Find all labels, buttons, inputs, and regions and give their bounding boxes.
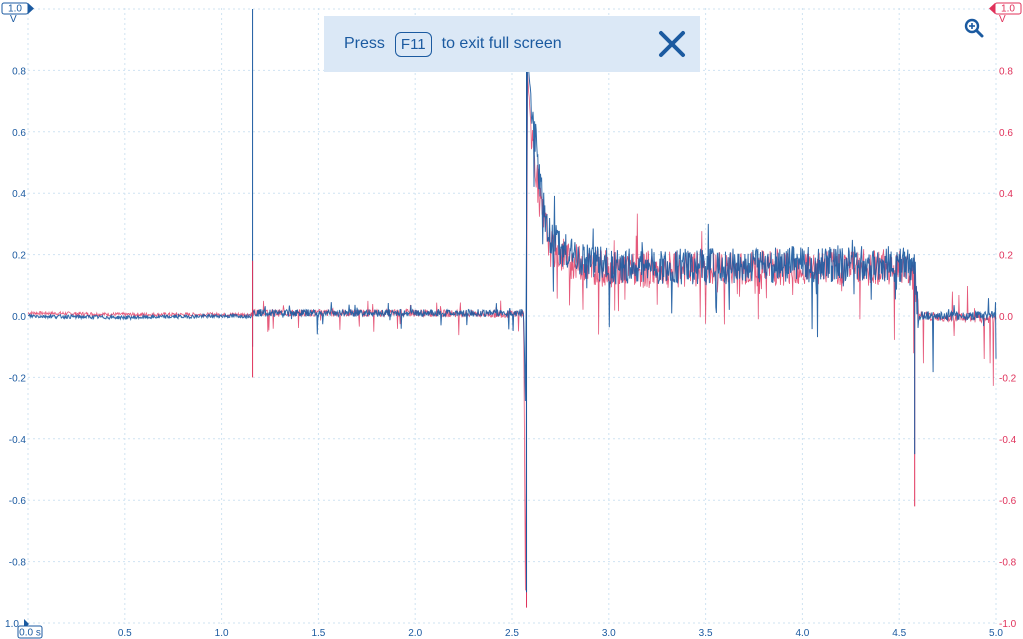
left-axis-tick-label: 0.6 — [12, 128, 26, 139]
right-axis-tick-label: 0.6 — [999, 128, 1013, 139]
x-axis-tick-label: 0.5 — [118, 628, 132, 639]
trace-path — [27, 73, 997, 591]
zoom-in-icon[interactable] — [964, 18, 984, 38]
right-axis-badge-label: 1.0 — [1001, 4, 1015, 15]
close-icon[interactable] — [656, 28, 688, 60]
x-axis-tick-label: 4.0 — [795, 628, 809, 639]
trace-layer — [27, 9, 997, 608]
x-axis-tick-label: 4.5 — [892, 628, 906, 639]
f11-key-label: F11 — [394, 31, 432, 57]
x-axis-tick-label: 3.0 — [602, 628, 616, 639]
right-axis-unit: V — [999, 14, 1006, 25]
left-axis-tick-label: -0.6 — [9, 496, 27, 507]
right-axis-tick-label: -0.4 — [999, 435, 1017, 446]
left-axis-tick-label: 0.8 — [12, 66, 26, 77]
left-axis-tick-label: -0.8 — [9, 558, 27, 569]
banner-press-text: Press — [344, 35, 385, 52]
right-axis-tick-label: 0.8 — [999, 66, 1013, 77]
left-axis-tick-label: 0.0 — [12, 312, 26, 323]
right-axis-tick-label: 0.2 — [999, 251, 1013, 262]
right-axis-ticks: 0.8 0.6 0.4 0.2 0.0 -0.2 -0.4 -0.6 -0.8 — [999, 66, 1017, 568]
trace-channel-a — [27, 54, 997, 402]
left-axis-tick-label: 0.2 — [12, 251, 26, 262]
right-axis-tick-label: 0.0 — [999, 312, 1013, 323]
right-axis-tick-label: 0.4 — [999, 189, 1013, 200]
time-origin-badge[interactable]: 0.0 s — [17, 625, 43, 639]
x-axis-ticks: 0.5 1.0 1.5 2.0 2.5 3.0 3.5 4.0 4.5 5.0 — [118, 628, 1004, 639]
x-axis-tick-label: 5.0 — [989, 628, 1003, 639]
right-axis-tick-label: -0.2 — [999, 373, 1017, 384]
right-axis-bottom-label: -1.0 — [999, 619, 1017, 630]
left-axis-badge[interactable]: 1.0 — [1, 2, 34, 15]
x-axis-tick-label: 2.5 — [505, 628, 519, 639]
banner-exit-text: to exit full screen — [441, 35, 562, 52]
trace-channel-b — [27, 73, 997, 591]
right-axis-tick-label: -0.6 — [999, 496, 1017, 507]
right-axis-badge[interactable]: 1.0 — [989, 2, 1022, 15]
time-origin-label: 0.0 s — [19, 628, 41, 639]
left-axis-ticks: 0.8 0.6 0.4 0.2 0.0 -0.2 -0.4 -0.6 -0.8 — [9, 66, 27, 568]
x-axis-tick-label: 1.5 — [311, 628, 325, 639]
left-axis-tick-label: 0.4 — [12, 189, 26, 200]
x-axis-tick-label: 3.5 — [699, 628, 713, 639]
x-axis-tick-label: 1.0 — [215, 628, 229, 639]
trace-path — [27, 54, 997, 402]
left-axis-tick-label: -0.4 — [9, 435, 27, 446]
left-axis-badge-label: 1.0 — [8, 4, 22, 15]
right-axis-tick-label: -0.8 — [999, 558, 1017, 569]
left-axis-unit: V — [10, 14, 17, 25]
left-axis-tick-label: -0.2 — [9, 373, 27, 384]
left-axis-bottom-badge-label: 1.0 — [5, 619, 19, 630]
x-axis-tick-label: 2.0 — [408, 628, 422, 639]
fullscreen-banner: Press F11 to exit full screen — [324, 16, 700, 72]
